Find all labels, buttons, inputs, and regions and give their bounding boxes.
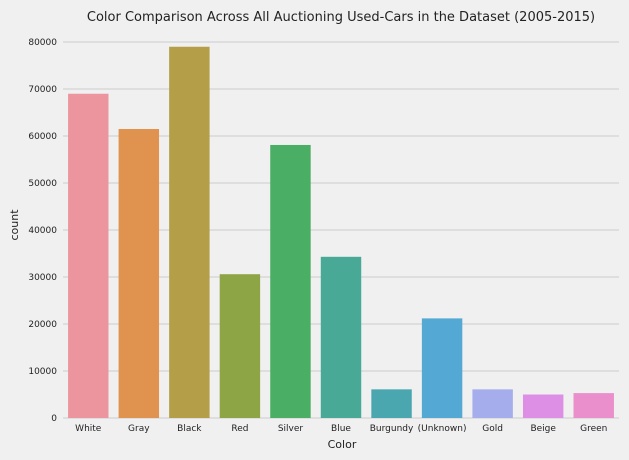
y-tick-label: 30000 bbox=[28, 273, 57, 283]
y-tick-label: 80000 bbox=[28, 38, 57, 48]
x-tick-label: Blue bbox=[331, 424, 351, 434]
y-tick-label: 50000 bbox=[28, 179, 57, 189]
bar-green bbox=[573, 393, 614, 418]
bar-beige bbox=[522, 394, 564, 418]
bar-red bbox=[219, 274, 261, 418]
bars bbox=[68, 46, 614, 418]
y-tick-label: 60000 bbox=[28, 132, 57, 142]
x-tick-label: Burgundy bbox=[370, 424, 414, 434]
x-tick-label: (Unknown) bbox=[418, 424, 467, 434]
x-axis-label: Color bbox=[328, 438, 357, 451]
y-tick-label: 70000 bbox=[28, 85, 57, 95]
bar-silver bbox=[270, 144, 311, 418]
x-tick-label: Black bbox=[177, 424, 202, 434]
x-tick-label: Beige bbox=[530, 424, 556, 434]
bar-gray bbox=[118, 128, 160, 418]
bar-black bbox=[169, 46, 210, 418]
y-tick-label: 40000 bbox=[28, 226, 57, 236]
bar-unknown bbox=[421, 318, 463, 418]
y-tick-label: 0 bbox=[51, 414, 57, 424]
x-tick-label: Red bbox=[231, 424, 248, 434]
y-axis-label: count bbox=[8, 209, 21, 241]
y-tick-label: 20000 bbox=[28, 320, 57, 330]
x-tick-label: Gold bbox=[482, 424, 503, 434]
x-tick-labels: White Gray Black Red Silver Blue Burgundy (Unkn… bbox=[75, 424, 607, 434]
bar-burgundy bbox=[371, 389, 412, 418]
x-tick-label: Gray bbox=[128, 424, 150, 434]
bar-blue bbox=[320, 256, 362, 418]
x-tick-label: Green bbox=[580, 424, 607, 434]
y-tick-labels: 0 10000 20000 30000 40000 50000 60000 70000 8000… bbox=[28, 38, 57, 424]
x-tick-label: White bbox=[75, 424, 102, 434]
y-tick-label: 10000 bbox=[28, 367, 57, 377]
chart-title: Color Comparison Across All Auctioning U… bbox=[87, 10, 595, 25]
bar-gold bbox=[472, 389, 513, 418]
bar-white bbox=[68, 93, 109, 418]
x-tick-label: Silver bbox=[278, 424, 304, 434]
